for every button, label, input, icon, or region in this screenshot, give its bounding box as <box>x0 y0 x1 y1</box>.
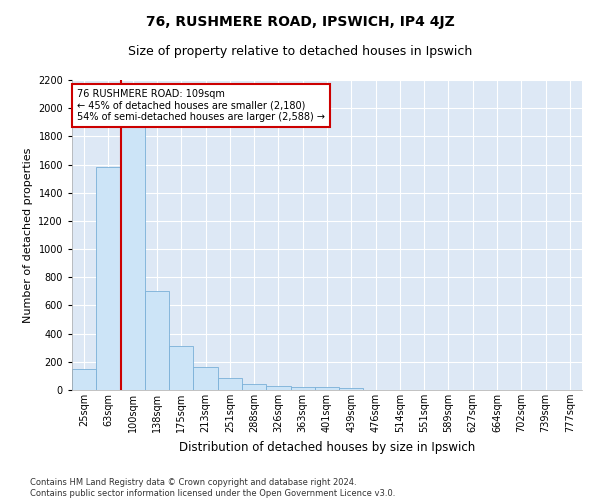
Bar <box>121 120 145 390</box>
Bar <box>145 292 169 390</box>
Bar <box>242 384 266 390</box>
Text: 76, RUSHMERE ROAD, IPSWICH, IP4 4JZ: 76, RUSHMERE ROAD, IPSWICH, IP4 4JZ <box>146 15 454 29</box>
Bar <box>169 346 193 390</box>
Bar <box>72 369 96 390</box>
Bar <box>266 386 290 390</box>
Bar <box>339 388 364 390</box>
Text: Contains HM Land Registry data © Crown copyright and database right 2024.
Contai: Contains HM Land Registry data © Crown c… <box>30 478 395 498</box>
Text: Size of property relative to detached houses in Ipswich: Size of property relative to detached ho… <box>128 45 472 58</box>
X-axis label: Distribution of detached houses by size in Ipswich: Distribution of detached houses by size … <box>179 440 475 454</box>
Text: 76 RUSHMERE ROAD: 109sqm
← 45% of detached houses are smaller (2,180)
54% of sem: 76 RUSHMERE ROAD: 109sqm ← 45% of detach… <box>77 90 325 122</box>
Bar <box>218 378 242 390</box>
Bar <box>193 368 218 390</box>
Y-axis label: Number of detached properties: Number of detached properties <box>23 148 32 322</box>
Bar <box>290 387 315 390</box>
Bar <box>315 387 339 390</box>
Bar <box>96 168 121 390</box>
